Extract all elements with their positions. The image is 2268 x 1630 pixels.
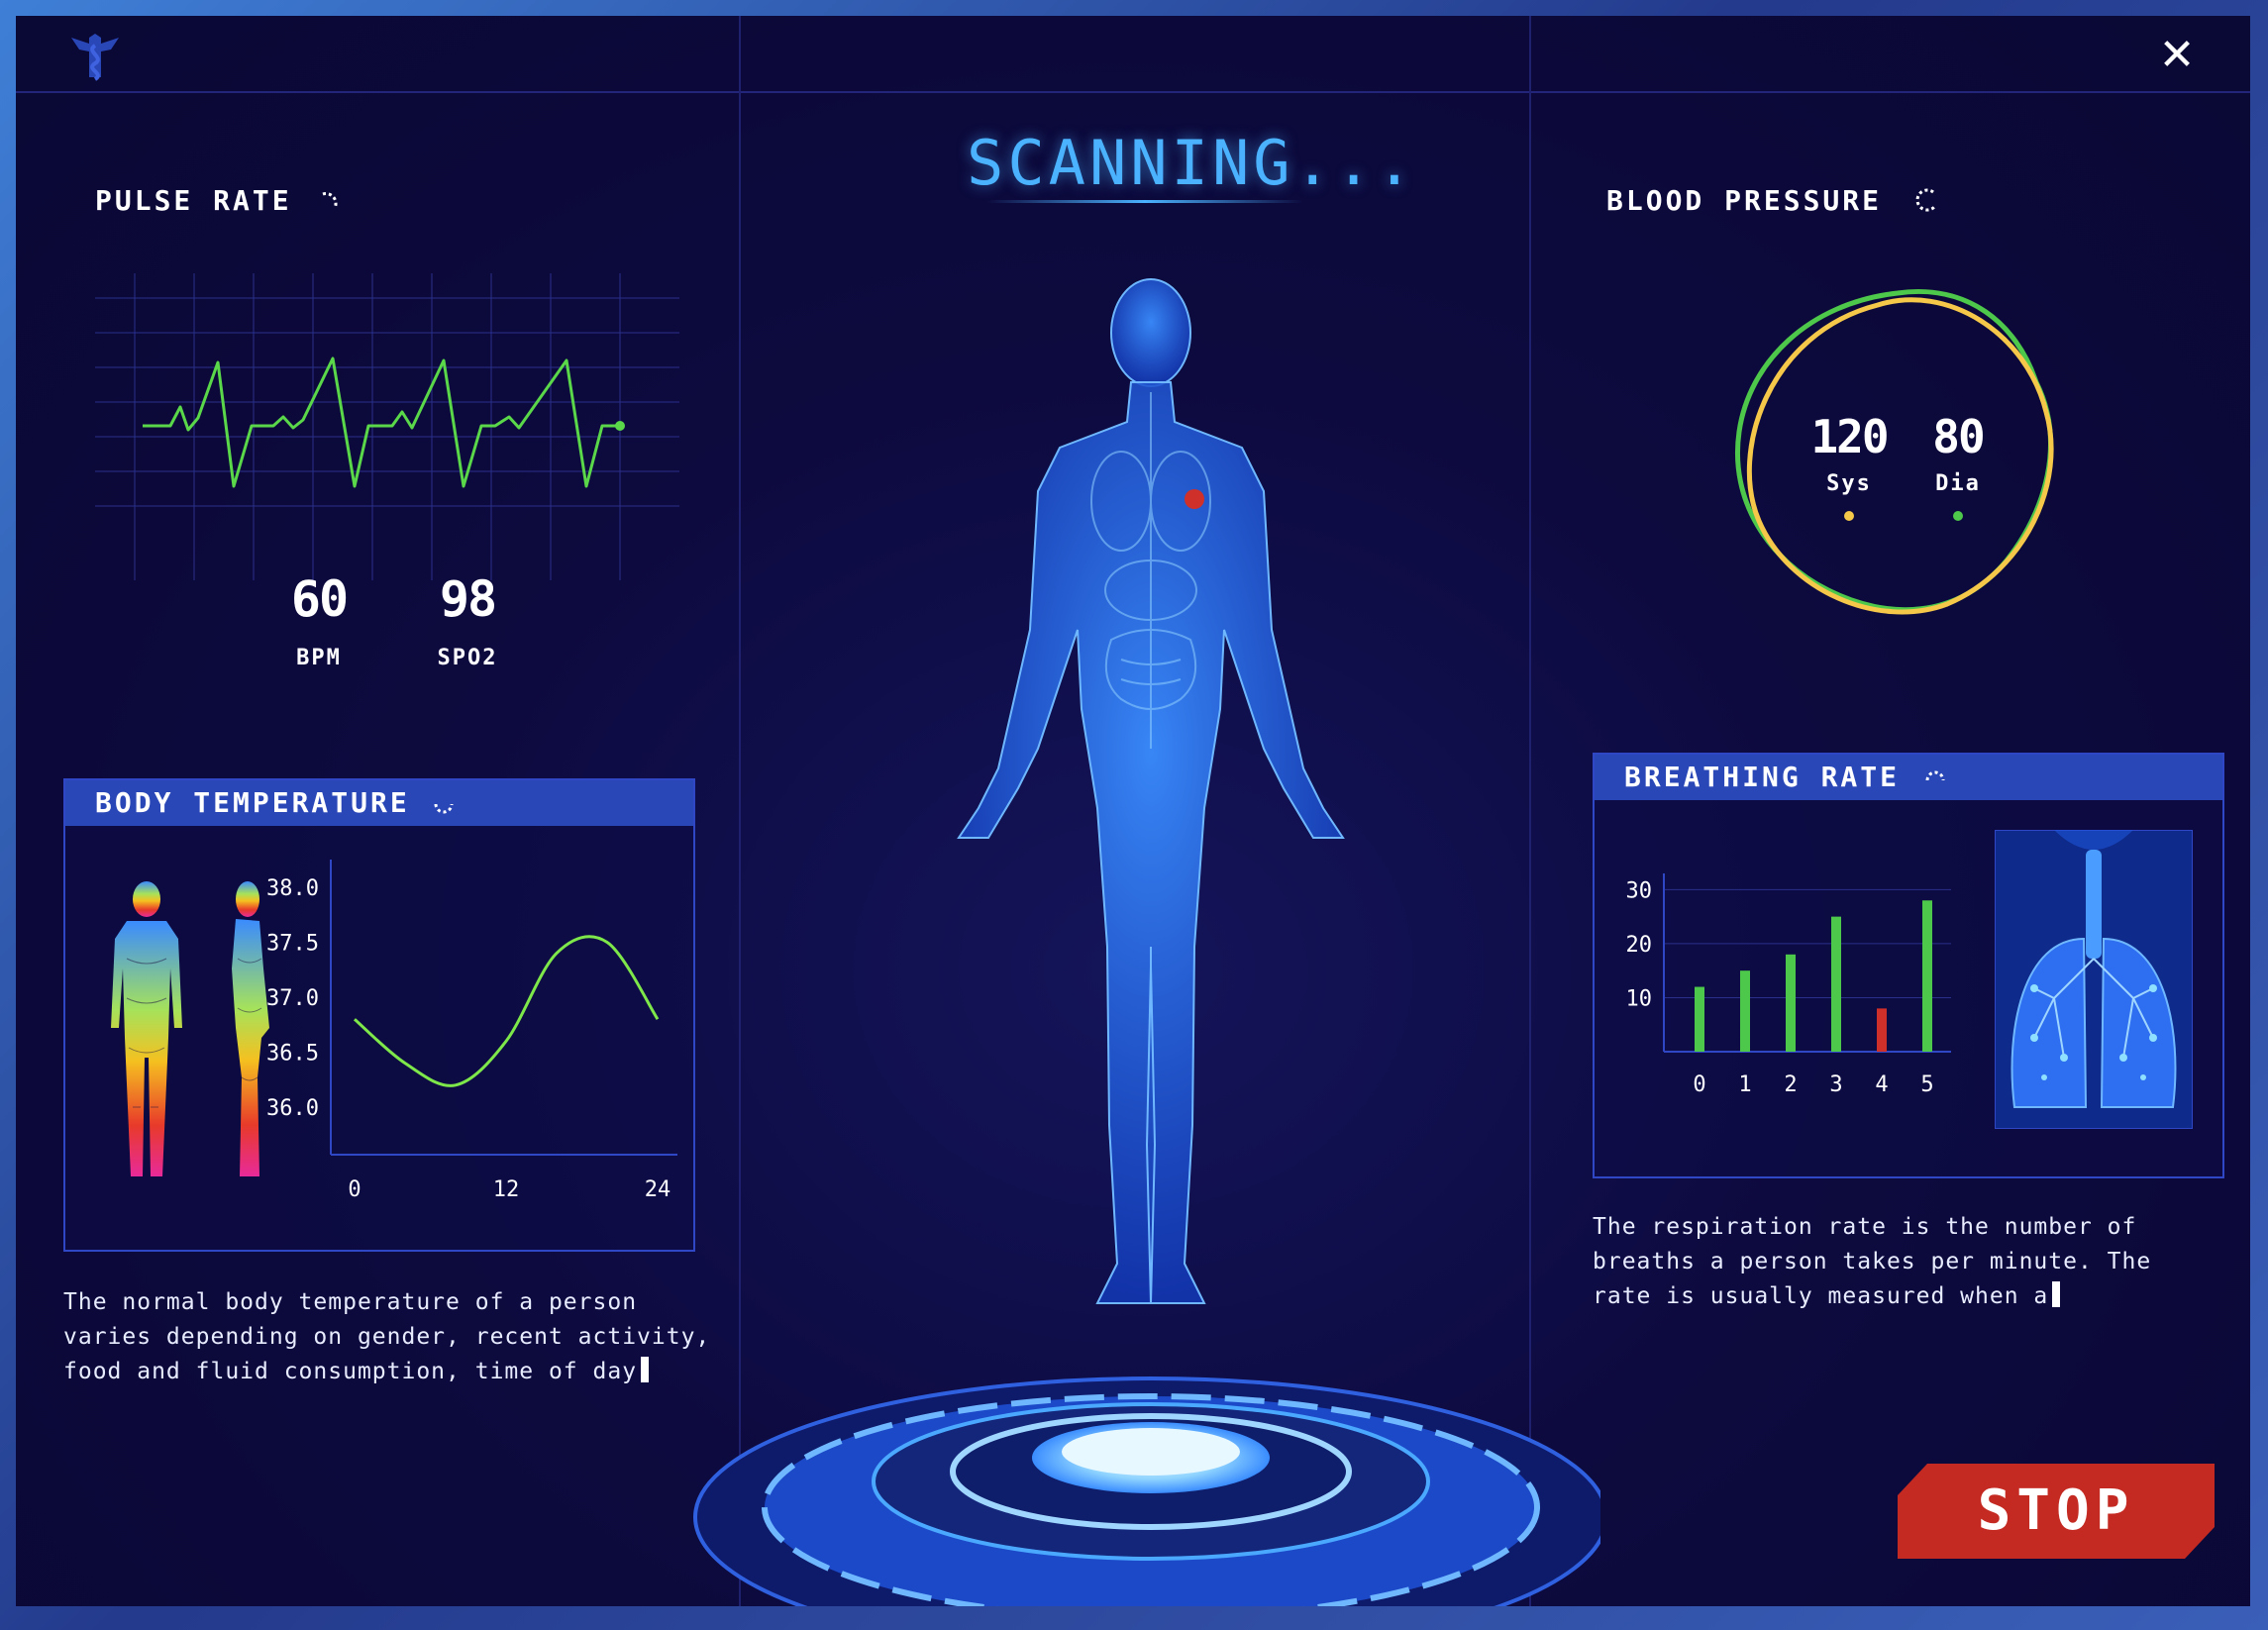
sys-ring: [1746, 297, 2054, 615]
breathing-x-tick: 3: [1829, 1072, 1842, 1097]
bpm-label: BPM: [296, 646, 342, 670]
breathing-bar: [1831, 916, 1841, 1052]
caduceus-icon: [71, 34, 119, 81]
temperature-y-tick: 38.0: [266, 876, 319, 901]
loading-spinner-icon: [1925, 770, 1945, 781]
column-divider-left: [739, 16, 741, 1606]
temperature-y-tick: 36.0: [266, 1096, 319, 1121]
breathing-x-tick: 0: [1693, 1072, 1705, 1097]
scanning-underline: [986, 200, 1303, 203]
breathing-x-tick: 5: [1920, 1072, 1933, 1097]
body-temperature-header: [65, 780, 693, 826]
breathing-y-tick: 10: [1626, 986, 1653, 1011]
stop-button-label: STOP: [1977, 1478, 2135, 1543]
text-cursor: [2052, 1281, 2061, 1307]
breathing-x-tick: 1: [1738, 1072, 1751, 1097]
blood-pressure-rings: [1735, 289, 2054, 615]
loading-spinner-icon: [434, 803, 454, 814]
sys-value: 120: [1810, 410, 1889, 463]
human-body-figure: [957, 278, 1345, 1304]
bpm-value: 60: [290, 570, 349, 628]
breathing-x-tick: 4: [1875, 1072, 1888, 1097]
temperature-description: The normal body temperature of a person …: [63, 1285, 717, 1389]
breathing-description-text: The respiration rate is the number of br…: [1593, 1214, 2152, 1309]
column-divider-right: [1529, 16, 1531, 1606]
breathing-rate-panel: BREATHING RATE 30 20 10 0 1 2 3 4 5: [1593, 753, 2224, 1178]
scan-platform: [693, 1376, 1600, 1606]
body-temperature-title: BODY TEMPERATURE: [95, 786, 410, 819]
pulse-rate-title: PULSE RATE: [95, 184, 292, 217]
scanning-status: SCANNING...: [967, 127, 1417, 199]
temperature-series-line: [354, 935, 660, 1087]
breathing-bar: [1922, 900, 1932, 1052]
breathing-x-tick: 2: [1784, 1072, 1797, 1097]
temperature-y-tick: 36.5: [266, 1042, 319, 1067]
pulse-waveform: [95, 273, 679, 580]
stop-button[interactable]: STOP: [1898, 1464, 2215, 1559]
dia-dot: [1953, 511, 1963, 521]
temperature-x-tick: 24: [645, 1177, 671, 1202]
breathing-y-tick: 20: [1626, 933, 1653, 958]
stop-button-shape: [1898, 1464, 2215, 1559]
loading-spinner-icon: [1915, 188, 1937, 212]
dia-label: Dia: [1935, 471, 1981, 496]
blood-pressure-title: BLOOD PRESSURE: [1606, 184, 1883, 217]
breathing-bar: [1740, 970, 1750, 1052]
breathing-chart: 30 20 10 0 1 2 3 4 5: [1626, 873, 1951, 1097]
lungs-image: [1995, 830, 2193, 1129]
spo2-label: SPO2: [437, 646, 498, 670]
close-button[interactable]: ✕: [2155, 34, 2199, 77]
organs-outline: [1090, 392, 1211, 749]
temperature-y-tick: 37.5: [266, 932, 319, 957]
body-hologram: [693, 278, 1600, 1606]
loading-spinner-icon: [322, 192, 338, 209]
temperature-x-tick: 0: [348, 1177, 361, 1202]
thermal-body-figures: [111, 881, 269, 1176]
breathing-rate-title: BREATHING RATE: [1624, 761, 1901, 793]
app-window: ✕ PULSE RATE 60 BPM 98 SPO2 BODY TEMPERA…: [16, 16, 2250, 1606]
heart-indicator: [1185, 489, 1204, 509]
breathing-bar: [1786, 954, 1796, 1052]
header-divider: [16, 91, 2250, 93]
close-icon: ✕: [2158, 30, 2196, 80]
body-temperature-panel: BODY TEMPERATURE: [63, 778, 695, 1252]
temperature-x-tick: 12: [493, 1177, 520, 1202]
sys-label: Sys: [1826, 471, 1872, 496]
spo2-value: 98: [439, 570, 497, 628]
breathing-bar: [1877, 1008, 1887, 1052]
breathing-description: The respiration rate is the number of br…: [1593, 1210, 2207, 1314]
breathing-bar: [1695, 986, 1704, 1052]
dia-value: 80: [1932, 410, 1985, 463]
text-cursor: [641, 1357, 650, 1382]
sys-dot: [1844, 511, 1854, 521]
breathing-y-tick: 30: [1626, 878, 1653, 903]
breathing-rate-header: [1595, 755, 2222, 800]
temperature-description-text: The normal body temperature of a person …: [63, 1289, 711, 1384]
temperature-y-tick: 37.0: [266, 986, 319, 1011]
temperature-chart: 38.0 37.5 37.0 36.5 36.0 0 12 24: [266, 860, 677, 1202]
